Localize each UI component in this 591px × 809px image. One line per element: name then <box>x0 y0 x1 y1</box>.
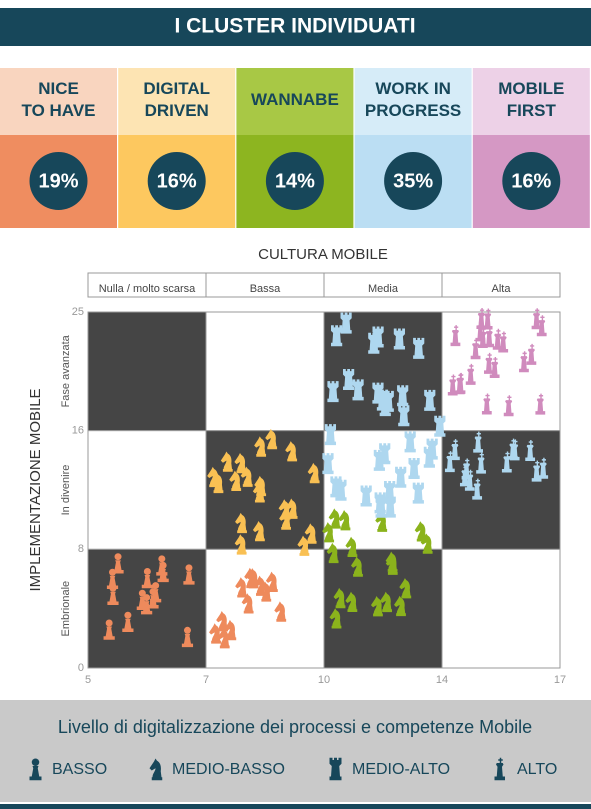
y-tick-label: 25 <box>72 306 84 318</box>
x-tick-label: 5 <box>85 674 91 686</box>
legend-label: MEDIO-ALTO <box>352 761 450 778</box>
cluster-share: 14% <box>275 170 315 192</box>
cell <box>205 311 325 432</box>
y-tick-label: 0 <box>78 662 84 674</box>
x-tick-label: 17 <box>554 674 566 686</box>
legend-label: BASSO <box>52 761 107 778</box>
row-label: Embrionale <box>60 581 72 637</box>
legend-band <box>0 700 591 802</box>
row-label: Fase avanzata <box>60 334 72 407</box>
x-title: CULTURA MOBILE <box>258 246 388 263</box>
cluster-head <box>472 68 590 135</box>
cluster-share: 16% <box>511 170 551 192</box>
cluster-head <box>236 68 354 135</box>
cluster-name: WANNABE <box>251 90 339 109</box>
cluster-head <box>0 68 117 135</box>
y-title: IMPLEMENTAZIONE MOBILE <box>27 388 44 591</box>
cluster-name: DIGITAL DRIVEN <box>143 79 210 120</box>
bottom-bar <box>0 804 591 809</box>
cell <box>441 548 561 669</box>
cluster-share: 16% <box>157 170 197 192</box>
y-tick-label: 8 <box>78 543 84 555</box>
legend-label: MEDIO-BASSO <box>172 761 285 778</box>
x-tick-label: 14 <box>436 674 448 686</box>
cell <box>87 311 207 432</box>
cluster-head <box>354 68 472 135</box>
cell <box>87 430 207 550</box>
cell <box>205 548 325 669</box>
cell <box>441 430 561 550</box>
legend-title: Livello di digitalizzazione dei processi… <box>58 717 532 737</box>
x-tick-label: 7 <box>203 674 209 686</box>
row-label: In divenire <box>60 465 72 516</box>
cluster-head <box>118 68 236 135</box>
x-tick-label: 10 <box>318 674 330 686</box>
cluster-name: WORK IN PROGRESS <box>365 79 461 120</box>
column-label: Alta <box>492 283 512 295</box>
column-label: Nulla / molto scarsa <box>99 283 196 295</box>
header-bar <box>0 8 591 46</box>
share-circle <box>384 152 443 210</box>
cluster-name: NICE TO HAVE <box>22 79 96 120</box>
cell <box>205 430 325 550</box>
top-strip <box>0 0 591 8</box>
share-circle <box>265 152 324 210</box>
title: I CLUSTER INDIVIDUATI <box>174 15 415 38</box>
column-label: Bassa <box>250 283 281 295</box>
cluster-share: 35% <box>393 170 433 192</box>
legend-label: ALTO <box>517 761 557 778</box>
share-circle <box>147 152 206 210</box>
column-label: Media <box>368 283 399 295</box>
y-tick-label: 16 <box>72 425 84 437</box>
share-circle <box>29 152 88 210</box>
column-head <box>441 272 561 298</box>
cluster-share: 19% <box>38 170 78 192</box>
share-circle <box>502 152 561 210</box>
cluster-name: MOBILE FIRST <box>498 79 564 120</box>
